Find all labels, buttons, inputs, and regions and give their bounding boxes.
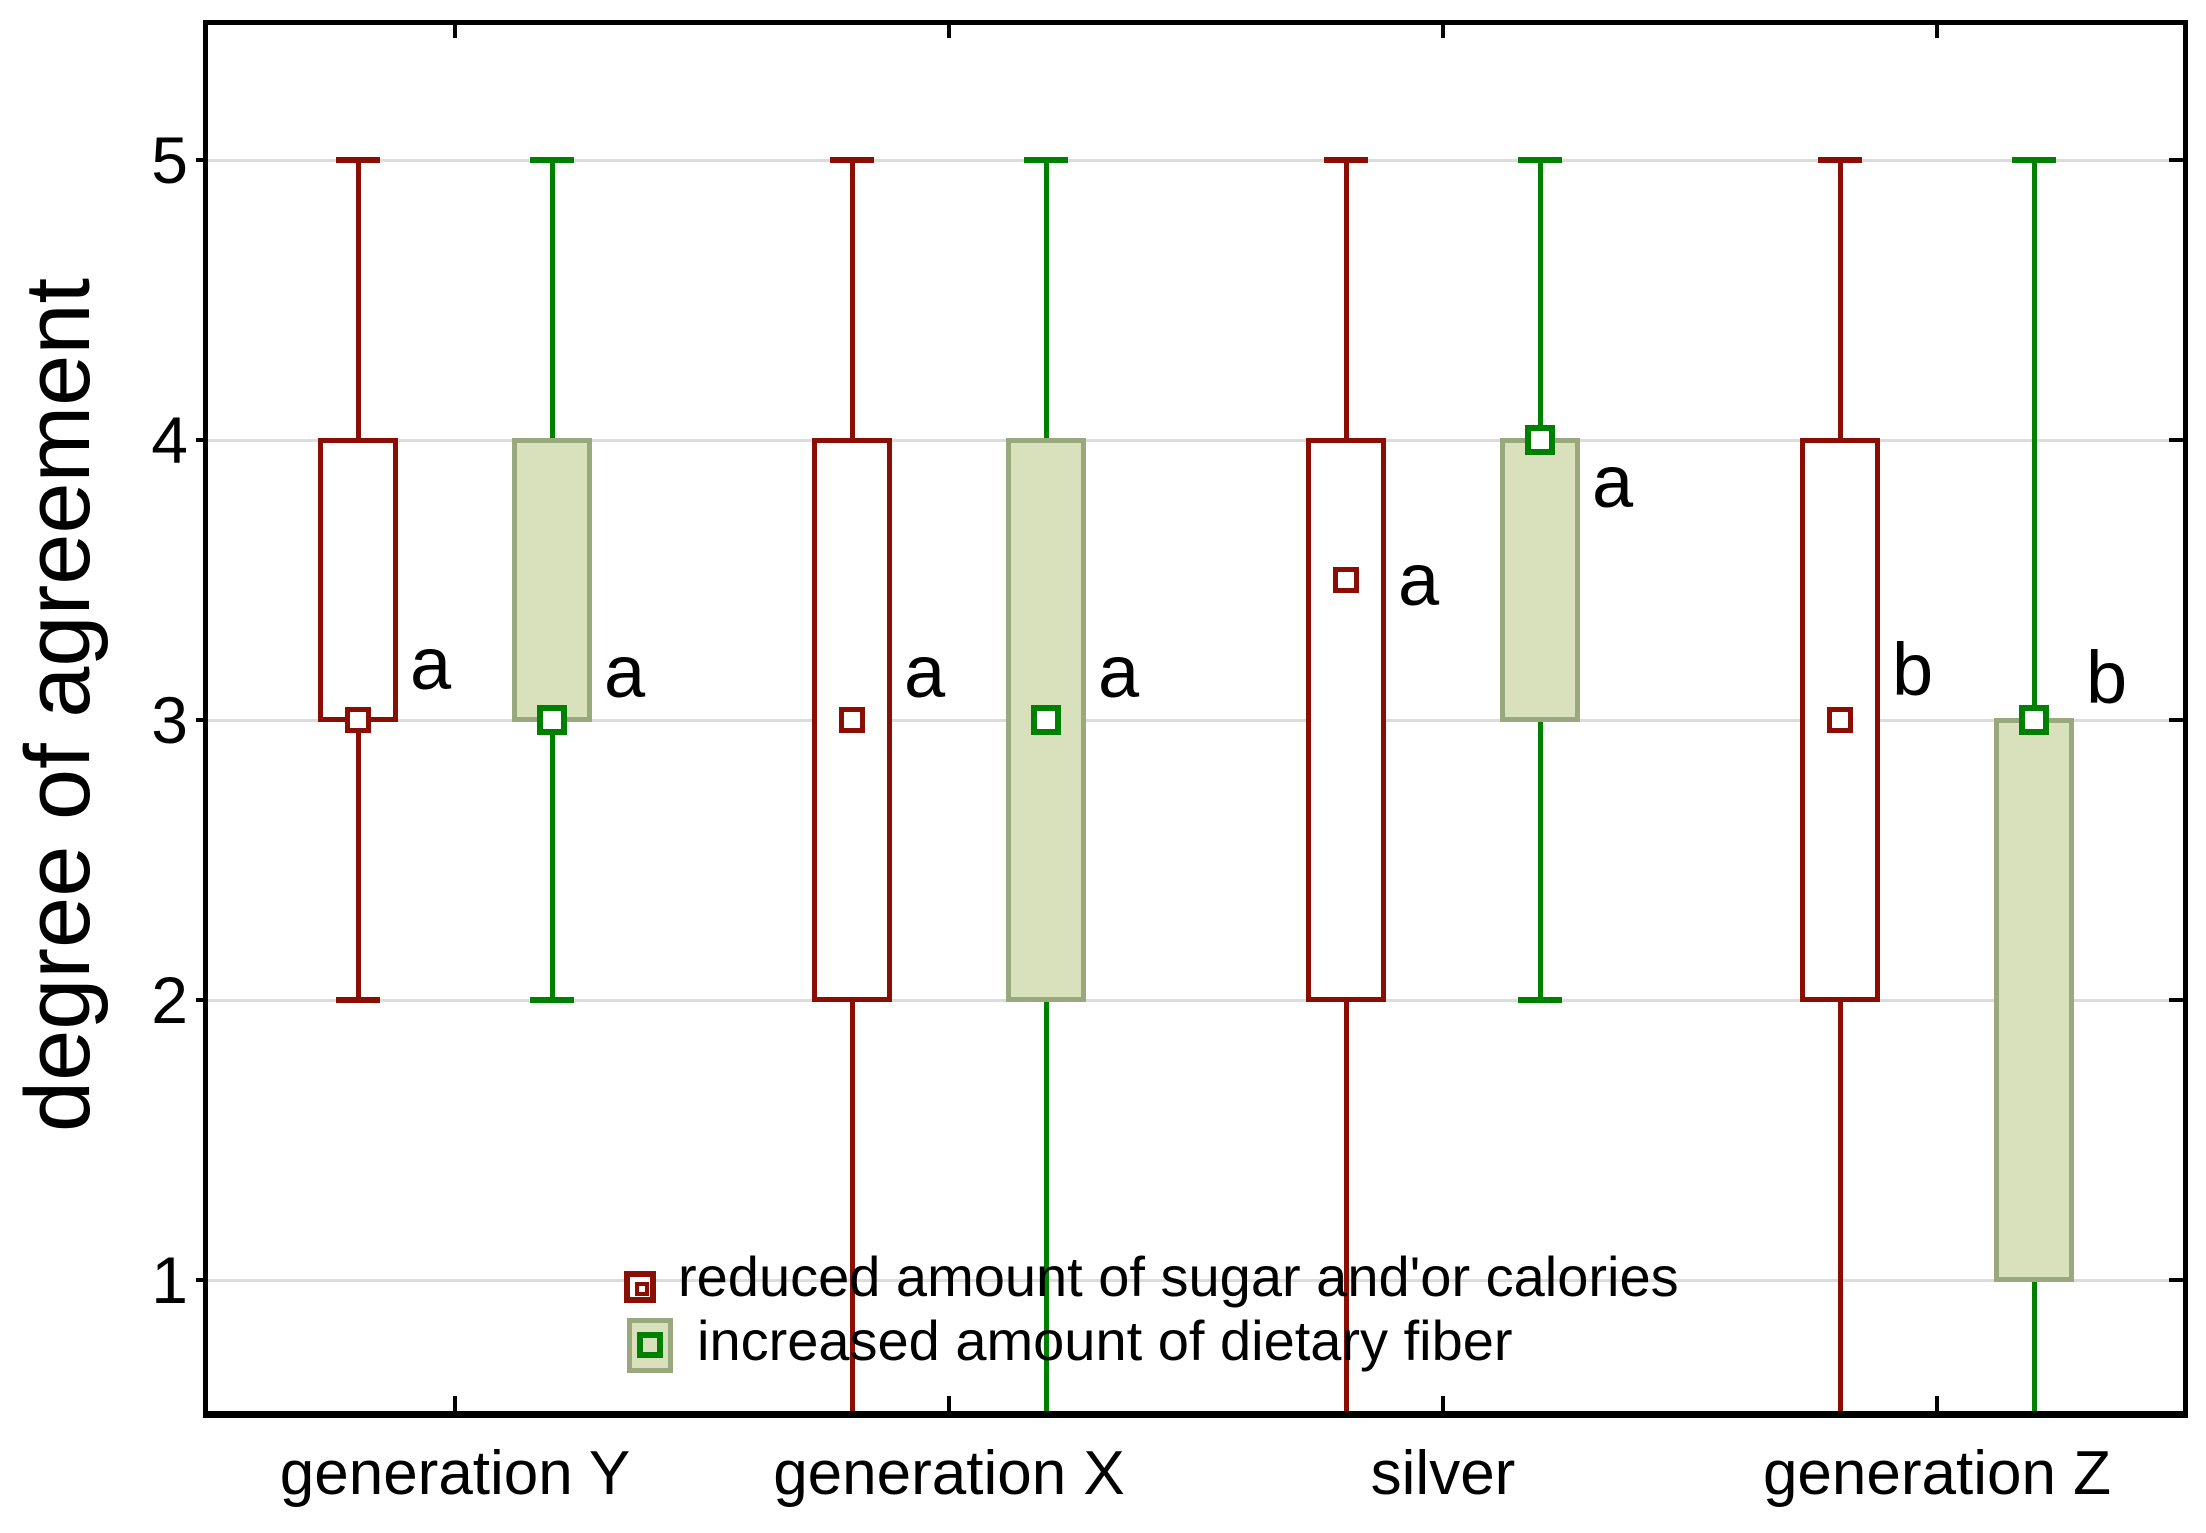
- significance-label-1-0: a: [604, 630, 646, 714]
- box-1-2: [1500, 438, 1580, 722]
- median-marker-0-1: [839, 707, 865, 733]
- y-tick-right-3: [2169, 718, 2183, 722]
- median-marker-1-2: [1525, 425, 1555, 455]
- plot-border-right: [2183, 20, 2188, 1418]
- whisker-high-0-3: [1838, 160, 1843, 440]
- y-tick-label-1: 1: [151, 1243, 188, 1317]
- box-0-0: [318, 438, 398, 722]
- box-0-2: [1306, 438, 1386, 1002]
- whisker-low-0-0: [356, 720, 361, 1000]
- y-tick-label-4: 4: [151, 403, 188, 477]
- whisker-high-1-3: [2032, 160, 2037, 720]
- x-tick-bottom-2: [1441, 1396, 1445, 1411]
- significance-label-1-3: b: [2086, 636, 2128, 719]
- significance-label-1-1: a: [1098, 630, 1140, 714]
- x-category-label-3: generation Z: [1762, 1439, 2112, 1508]
- box-1-3: [1994, 718, 2074, 1282]
- whisker-high-cap-1-1: [1024, 157, 1068, 163]
- box-0-3: [1800, 438, 1880, 1002]
- whisker-high-1-2: [1538, 160, 1543, 440]
- y-tick-label-3: 3: [151, 683, 188, 757]
- whisker-low-0-1: [850, 1000, 855, 1411]
- whisker-low-0-2: [1344, 1000, 1349, 1411]
- x-tick-top-2: [1441, 25, 1445, 38]
- y-tick-left-2: [196, 998, 208, 1002]
- gridline-y2: [208, 999, 2183, 1002]
- median-marker-1-3: [2019, 705, 2049, 735]
- whisker-high-cap-0-0: [336, 157, 380, 163]
- median-marker-0-0: [345, 707, 371, 733]
- whisker-high-cap-1-0: [530, 157, 574, 163]
- whisker-high-1-0: [550, 160, 555, 440]
- y-tick-label-5: 5: [151, 123, 188, 197]
- median-marker-0-2: [1333, 567, 1359, 593]
- legend-marker-dietary-fiber-icon: [627, 1318, 673, 1373]
- gridline-y5: [208, 159, 2183, 162]
- whisker-high-0-2: [1344, 160, 1349, 440]
- significance-label-1-2: a: [1592, 440, 1634, 523]
- x-category-label-2: silver: [1370, 1439, 1516, 1508]
- whisker-low-1-0: [550, 720, 555, 1000]
- whisker-high-0-1: [850, 160, 855, 440]
- x-tick-bottom-1: [947, 1396, 951, 1411]
- x-category-label-0: generation Y: [279, 1439, 631, 1508]
- whisker-high-cap-0-2: [1324, 157, 1368, 163]
- whisker-high-cap-0-1: [830, 157, 874, 163]
- y-tick-left-1: [196, 1278, 208, 1282]
- y-tick-right-4: [2169, 438, 2183, 442]
- whisker-low-1-2: [1538, 720, 1543, 1000]
- y-tick-right-2: [2169, 998, 2183, 1002]
- median-marker-1-0: [537, 705, 567, 735]
- gridline-y4: [208, 439, 2183, 442]
- whisker-low-1-3: [2032, 1280, 2037, 1411]
- y-tick-left-5: [196, 158, 208, 162]
- significance-label-0-2: a: [1398, 538, 1440, 621]
- box-1-0: [512, 438, 592, 722]
- median-marker-0-3: [1827, 707, 1853, 733]
- x-tick-top-3: [1935, 25, 1939, 38]
- whisker-high-1-1: [1044, 160, 1049, 440]
- whisker-low-cap-1-2: [1518, 997, 1562, 1003]
- gridline-y3: [208, 719, 2183, 722]
- whisker-low-0-3: [1838, 1000, 1843, 1411]
- y-tick-left-3: [196, 718, 208, 722]
- whisker-low-cap-0-0: [336, 997, 380, 1003]
- y-tick-left-4: [196, 438, 208, 442]
- x-tick-bottom-3: [1935, 1396, 1939, 1411]
- x-tick-bottom-0: [453, 1396, 457, 1411]
- x-tick-top-1: [947, 25, 951, 38]
- significance-label-0-0: a: [410, 622, 452, 705]
- y-tick-right-1: [2169, 1278, 2183, 1282]
- median-marker-1-1: [1031, 705, 1061, 735]
- y-tick-right-5: [2169, 158, 2183, 162]
- whisker-low-cap-1-0: [530, 997, 574, 1003]
- whisker-high-0-0: [356, 160, 361, 440]
- x-axis-line: [203, 1411, 2188, 1418]
- x-category-label-1: generation X: [773, 1439, 1125, 1508]
- significance-label-0-3: b: [1892, 627, 1934, 711]
- significance-label-0-1: a: [904, 630, 946, 714]
- whisker-high-cap-1-2: [1518, 157, 1562, 163]
- legend-marker-reduced-sugar-icon: [624, 1271, 656, 1303]
- whisker-high-cap-0-3: [1818, 157, 1862, 163]
- whisker-low-1-1: [1044, 1000, 1049, 1411]
- y-tick-label-2: 2: [151, 963, 188, 1037]
- legend-label-dietary-fiber: increased amount of dietary fiber: [697, 1309, 1513, 1372]
- x-tick-top-0: [453, 25, 457, 38]
- plot-border-top: [203, 20, 2188, 25]
- whisker-high-cap-1-3: [2012, 157, 2056, 163]
- gridline-y1: [208, 1279, 2183, 1282]
- legend-label-reduced-sugar: reduced amount of sugar and'or calories: [678, 1245, 1679, 1308]
